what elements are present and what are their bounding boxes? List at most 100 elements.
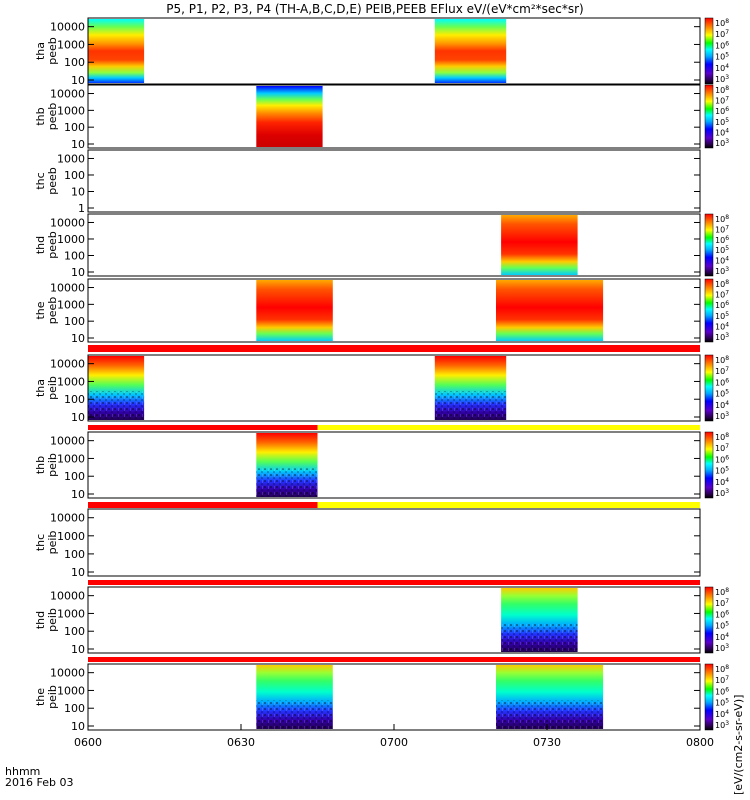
y-tick-label: 10000 xyxy=(50,88,85,101)
mode-bar-segment xyxy=(317,425,700,430)
colorbar-tick-label: 106 xyxy=(715,235,729,245)
colorbar-tick-label: 104 xyxy=(715,127,729,137)
panel-frame xyxy=(87,431,701,499)
y-tick-label: 10 xyxy=(71,332,85,345)
y-tick-label: 1000 xyxy=(57,104,85,117)
colorbar-tick-label: 105 xyxy=(715,698,729,708)
y-tick-label: 10000 xyxy=(50,667,85,680)
mode-bar-segment xyxy=(88,502,318,508)
y-tick-label: 100 xyxy=(64,702,85,715)
mode-bar xyxy=(88,425,700,430)
y-tick-label: 10 xyxy=(71,566,85,579)
colorbar-tick-label: 108 xyxy=(715,85,729,95)
y-tick-label: 1000 xyxy=(57,375,85,388)
colorbar-tick-label: 108 xyxy=(715,355,729,365)
chart-title: P5, P1, P2, P3, P4 (TH-A,B,C,D,E) PEIB,P… xyxy=(166,2,583,16)
colorbar xyxy=(704,84,714,149)
panel-label-product: peib xyxy=(46,453,59,477)
y-tick-label: 100 xyxy=(64,393,85,406)
panel-label-probe: the xyxy=(34,688,47,706)
y-tick-label: 10 xyxy=(71,720,85,733)
colorbar-tick-label: 105 xyxy=(715,311,729,321)
mode-bar-segment xyxy=(88,580,700,585)
y-tick-label: 10000 xyxy=(50,282,85,295)
spectrogram-block xyxy=(434,19,507,83)
colorbar-tick-label: 103 xyxy=(715,488,729,498)
colorbar-tick-label: 108 xyxy=(715,279,729,289)
y-tick-label: 100 xyxy=(64,470,85,483)
panel-label-product: peib xyxy=(46,685,59,709)
x-tick-label: 0730 xyxy=(533,736,561,749)
panel-label-probe: thd xyxy=(34,236,47,254)
panel-frame xyxy=(87,278,701,343)
colorbar xyxy=(704,213,714,277)
y-tick-label: 1000 xyxy=(57,38,85,51)
colorbar-tick-label: 104 xyxy=(715,477,729,487)
panel-label-probe: thb xyxy=(34,107,47,125)
colorbar-tick-label: 108 xyxy=(715,432,729,442)
panel-label-product: peeb xyxy=(46,103,59,131)
y-tick-label: 1000 xyxy=(57,452,85,465)
x-label-line1: hhmm xyxy=(5,765,40,778)
spectrogram-noise xyxy=(496,700,604,729)
y-tick-label: 100 xyxy=(64,548,85,561)
y-tick-label: 100 xyxy=(64,121,85,134)
y-tick-label: 10000 xyxy=(50,512,85,525)
colorbar-tick-label: 106 xyxy=(715,106,729,116)
colorbar-tick-label: 108 xyxy=(715,18,729,28)
colorbar xyxy=(704,278,714,343)
colorbar-tick-label: 103 xyxy=(715,411,729,421)
panel-frame xyxy=(87,663,701,731)
panel-label-product: peeb xyxy=(46,297,59,325)
colorbar-tick-label: 105 xyxy=(715,466,729,476)
panel-frame xyxy=(87,213,701,277)
y-tick-label: 100 xyxy=(64,625,85,638)
colorbar-tick-label: 103 xyxy=(715,74,729,84)
spectrogram-block xyxy=(501,215,578,275)
y-tick-label: 10000 xyxy=(50,590,85,603)
colorbar-tick-label: 106 xyxy=(715,609,729,619)
x-tick-label: 0800 xyxy=(686,736,714,749)
colorbar xyxy=(704,663,714,731)
panel-label-product: peib xyxy=(46,376,59,400)
colorbar-tick-label: 104 xyxy=(715,63,729,73)
mode-bar-segment xyxy=(88,345,700,352)
mode-bar-segment xyxy=(88,657,700,662)
colorbar-tick-label: 106 xyxy=(715,40,729,50)
panel-frame xyxy=(87,149,701,213)
y-tick-label: 100 xyxy=(64,249,85,262)
mode-bar-segment xyxy=(317,502,700,508)
panel-label-probe: thd xyxy=(34,611,47,629)
spectrogram-noise xyxy=(88,391,145,420)
colorbar-tick-label: 107 xyxy=(715,443,729,453)
panel-label-product: peeb xyxy=(46,37,59,65)
spectrogram-block xyxy=(496,280,604,341)
colorbar-label: [eV/(cm2-s-sr-eV)] xyxy=(732,695,745,795)
colorbar-tick-label: 104 xyxy=(715,256,729,266)
panel-label-product: peeb xyxy=(46,231,59,259)
panel-frame xyxy=(87,84,701,149)
y-tick-label: 1000 xyxy=(57,233,85,246)
spectrogram-block xyxy=(256,86,323,147)
panel-frame xyxy=(87,354,701,422)
spectrogram-noise xyxy=(256,468,318,497)
y-tick-label: 100 xyxy=(64,169,85,182)
spectrogram-block xyxy=(88,19,145,83)
colorbar xyxy=(704,17,714,85)
panel-frame xyxy=(87,17,701,85)
x-tick-label: 0600 xyxy=(74,736,102,749)
y-tick-label: 10000 xyxy=(50,435,85,448)
panel-label-product: peib xyxy=(46,608,59,632)
spectrogram-noise xyxy=(434,391,507,420)
y-tick-label: 1 xyxy=(78,202,85,215)
y-tick-label: 1000 xyxy=(57,607,85,620)
y-tick-label: 10 xyxy=(71,138,85,151)
y-tick-label: 10000 xyxy=(50,21,85,34)
colorbar-tick-label: 103 xyxy=(715,266,729,276)
colorbar-tick-label: 108 xyxy=(715,664,729,674)
